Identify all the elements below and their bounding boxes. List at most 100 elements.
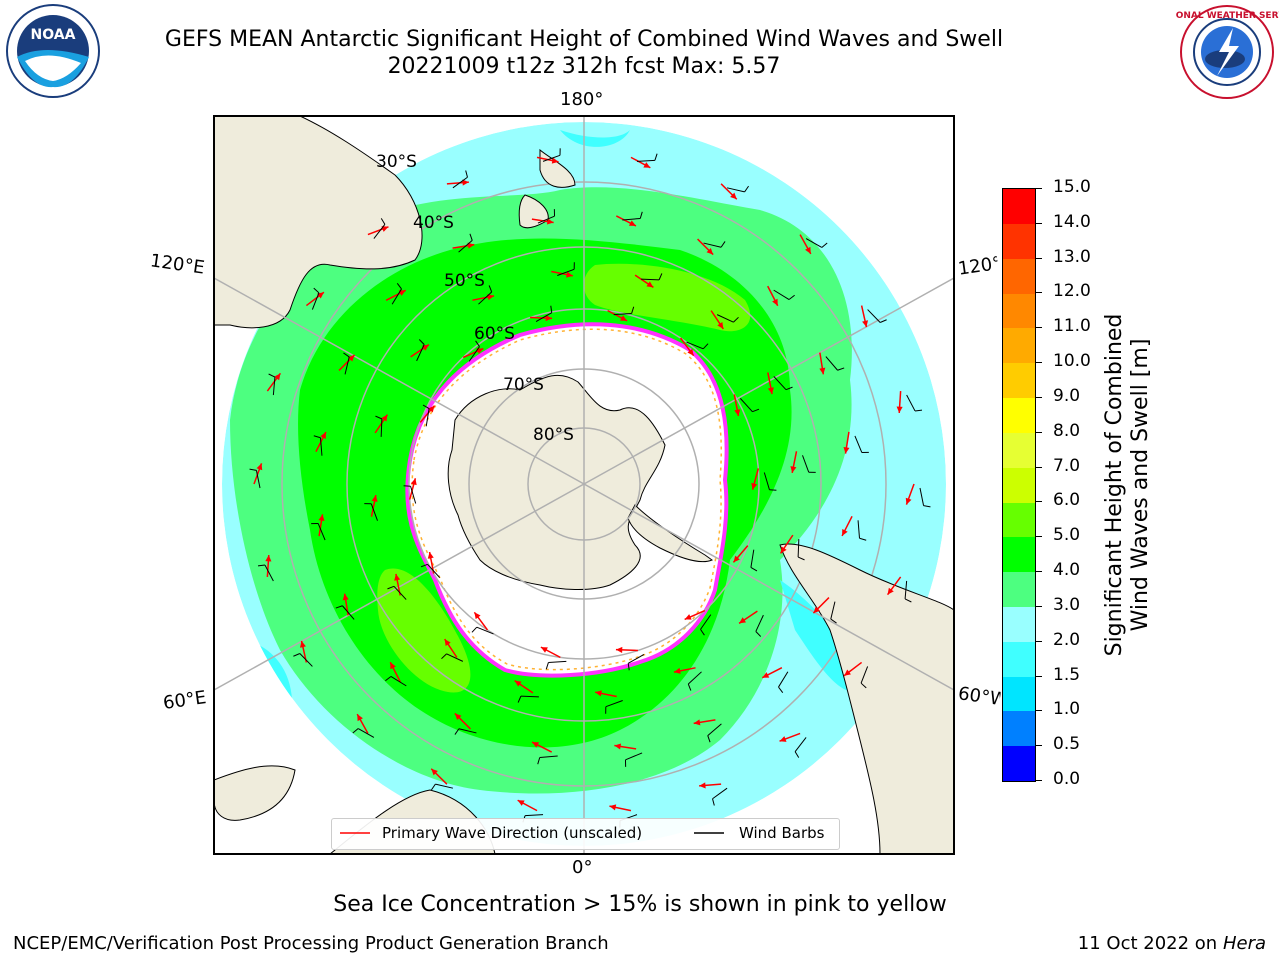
- wave-direction-arrow: [472, 294, 495, 301]
- wind-barb: [712, 787, 728, 806]
- wave-direction-arrow: [761, 667, 783, 679]
- colorbar-label-line1: Significant Height of Combined: [1102, 313, 1127, 657]
- lon-label-120e: 120°E: [148, 250, 206, 279]
- wind-barb: [716, 314, 739, 323]
- wind-barb: [311, 522, 326, 541]
- colorbar-tick-mark: [1035, 675, 1042, 677]
- wind-barb: [431, 783, 454, 791]
- colorbar-segment: [1003, 641, 1035, 677]
- colorbar-tick-mark: [1035, 466, 1042, 468]
- wind-barb: [557, 262, 575, 276]
- credit-host: Hera: [1222, 933, 1266, 954]
- wind-barb: [773, 289, 795, 300]
- wave-direction-arrow: [896, 390, 903, 414]
- wind-barb: [364, 503, 378, 521]
- wind-barb: [700, 614, 712, 636]
- credit-branch: NCEP/EMC/Verification Post Processing Pr…: [13, 933, 609, 954]
- wave-direction-arrow: [444, 638, 458, 658]
- wind-barb: [420, 563, 441, 578]
- wave-direction-arrow: [408, 478, 417, 500]
- wind-barb: [352, 728, 375, 738]
- wind-barb: [707, 723, 722, 743]
- colorbar-tick-mark: [1035, 640, 1042, 642]
- wind-barb: [416, 339, 425, 362]
- sea-ice-footnote: Sea Ice Concentration > 15% is shown in …: [333, 892, 947, 917]
- colorbar-tick-mark: [1035, 431, 1042, 433]
- sea-ice-edge: [405, 322, 729, 678]
- wind-barb: [468, 340, 480, 362]
- colorbar-segment: [1003, 328, 1035, 364]
- wind-barb: [249, 468, 261, 489]
- svg-text:NOAA: NOAA: [31, 27, 76, 43]
- wave-direction-arrow: [738, 610, 758, 624]
- wave-direction-arrow: [473, 611, 489, 631]
- wind-barb: [441, 653, 464, 662]
- wind-barb: [535, 305, 553, 322]
- wind-barb: [403, 485, 417, 504]
- colorbar-tick-label: 3.0: [1053, 594, 1081, 615]
- south-america: [779, 543, 954, 854]
- wind-barb: [391, 283, 402, 305]
- wind-barb: [750, 549, 758, 572]
- wave-direction-arrow: [318, 514, 325, 537]
- colorbar-segment: [1003, 676, 1035, 712]
- wind-barb: [387, 585, 407, 600]
- wave-direction-arrow: [607, 309, 628, 322]
- legend-wave-direction: Primary Wave Direction (unscaled): [382, 824, 643, 842]
- wave-direction-arrow: [673, 667, 696, 674]
- colorbar-tick-label: 15.0: [1053, 177, 1091, 197]
- wave-direction-arrow: [779, 732, 801, 742]
- wind-barb: [830, 601, 837, 624]
- credit-date-text: 11 Oct 2022 on: [1077, 933, 1223, 954]
- colorbar-segment: [1003, 363, 1035, 399]
- wave-direction-arrow: [452, 242, 475, 249]
- wave-direction-arrow: [819, 352, 826, 375]
- wave-direction-arrow: [530, 315, 553, 322]
- colorbar-tick-mark: [1035, 501, 1042, 503]
- wind-barb: [825, 356, 845, 371]
- wave-arrows: [253, 156, 915, 812]
- wave-direction-arrow: [419, 405, 436, 423]
- colorbar-tick-mark: [1035, 327, 1042, 329]
- wave-direction-arrow: [531, 741, 553, 753]
- sea-ice-edge-yellow: [411, 328, 722, 671]
- colorbar-segment: [1003, 224, 1035, 259]
- svg-text:NATIONAL WEATHER SERVICE: NATIONAL WEATHER SERVICE: [1175, 11, 1279, 21]
- wind-barb: [537, 755, 558, 765]
- wave-direction-arrow: [630, 156, 651, 169]
- wave-direction-arrow: [430, 768, 448, 785]
- colorbar-tick-mark: [1035, 396, 1042, 398]
- colorbar-tick-mark: [1035, 188, 1042, 189]
- wind-barb: [797, 539, 805, 561]
- australia: [214, 116, 423, 329]
- colorbar-tick-mark: [1035, 292, 1042, 294]
- wind-barb: [802, 455, 816, 473]
- wave-direction-arrow: [266, 372, 282, 392]
- lat-label-30s: 30°S: [376, 152, 417, 172]
- wave-direction-arrow: [615, 646, 638, 653]
- wave-direction-arrow: [517, 799, 538, 812]
- colorbar-tick-label: 12.0: [1053, 281, 1091, 302]
- wind-barb: [686, 341, 709, 350]
- wave-direction-arrow: [767, 285, 779, 307]
- wave-direction-arrow: [454, 712, 471, 730]
- colorbar-tick-mark: [1035, 745, 1042, 747]
- colorbar-tick-label: 2.0: [1053, 629, 1081, 650]
- colorbar-tick-mark: [1035, 571, 1042, 573]
- wave-direction-arrow: [886, 576, 902, 596]
- wind-barb: [452, 170, 468, 189]
- wind-barb: [739, 398, 760, 413]
- colorbar-segment: [1003, 606, 1035, 642]
- wave-direction-arrow: [356, 713, 369, 734]
- colorbar-tick-mark: [1035, 362, 1042, 364]
- wave-direction-arrow: [367, 226, 389, 236]
- lon-label-180: 180°: [560, 89, 604, 110]
- chart-title: GEFS MEAN Antarctic Significant Height o…: [164, 27, 1004, 52]
- lon-label-60w: 60°W: [956, 683, 1002, 710]
- wind-barb: [867, 309, 887, 323]
- wind-barb: [257, 564, 274, 582]
- wind-barb: [703, 241, 726, 248]
- colorbar-tick-mark: [1035, 605, 1042, 607]
- colorbar-tick-label: 14.0: [1053, 211, 1091, 232]
- lat-label-80s: 80°S: [533, 425, 574, 445]
